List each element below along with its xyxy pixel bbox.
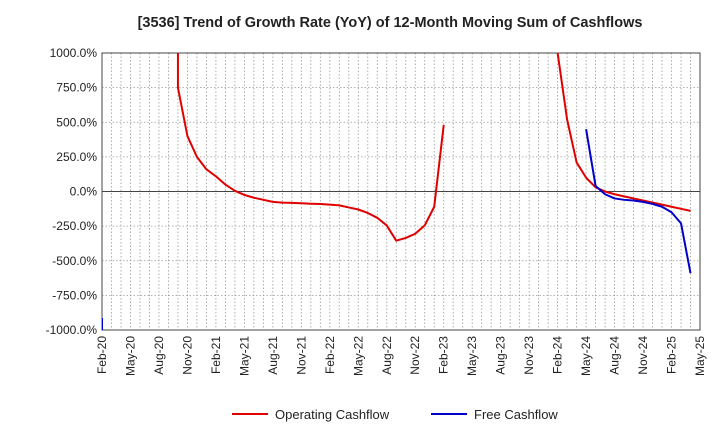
x-tick-label: Feb-22 xyxy=(323,336,337,374)
chart-title: [3536] Trend of Growth Rate (YoY) of 12-… xyxy=(138,15,643,31)
x-tick-label: May-25 xyxy=(693,336,707,376)
x-tick-label: Nov-20 xyxy=(180,336,194,375)
x-tick-label: Feb-24 xyxy=(551,336,565,374)
y-tick-label: 1000.0% xyxy=(50,46,98,60)
series-lines xyxy=(102,53,692,330)
x-tick-label: Nov-24 xyxy=(636,336,650,375)
x-tick-label: May-23 xyxy=(465,336,479,376)
plot-frame xyxy=(101,52,701,331)
x-tick-label: Nov-22 xyxy=(408,336,422,375)
free-cashflow-line-segment-2 xyxy=(585,129,692,274)
y-tick-label: 750.0% xyxy=(56,81,97,95)
x-tick-label: Nov-23 xyxy=(522,336,536,375)
y-tick-label: 500.0% xyxy=(56,115,97,129)
x-tick-label: May-20 xyxy=(123,336,137,376)
y-tick-label: -1000.0% xyxy=(46,323,98,337)
legend: Operating Cashflow Free Cashflow xyxy=(232,407,558,422)
y-tick-label: -500.0% xyxy=(52,254,97,268)
x-tick-label: Feb-23 xyxy=(437,336,451,374)
x-tick-label: Nov-21 xyxy=(294,336,308,375)
x-tick-label: Aug-24 xyxy=(608,336,622,375)
x-tick-label: Aug-22 xyxy=(380,336,394,375)
axes: 1000.0% 750.0% 500.0% 250.0% 0.0% -250.0% -500… xyxy=(46,46,707,376)
y-tick-label: -750.0% xyxy=(52,288,97,302)
x-tick-label: May-24 xyxy=(579,336,593,376)
y-tick-label: 0.0% xyxy=(70,185,98,199)
x-tick-label: May-21 xyxy=(237,336,251,376)
grid xyxy=(101,52,701,331)
x-tick-label: Feb-20 xyxy=(95,336,109,374)
y-tick-label: -250.0% xyxy=(52,219,97,233)
operating-cashflow-line-segment-1 xyxy=(176,53,445,242)
y-tick-label: 250.0% xyxy=(56,150,97,164)
x-tick-label: Aug-23 xyxy=(494,336,508,375)
x-tick-label: May-22 xyxy=(351,336,365,376)
operating-cashflow-line-segment-2 xyxy=(556,53,691,212)
x-tick-label: Feb-21 xyxy=(209,336,223,374)
legend-label-operating-cashflow: Operating Cashflow xyxy=(275,407,390,422)
legend-label-free-cashflow: Free Cashflow xyxy=(474,407,558,422)
x-tick-label: Aug-20 xyxy=(152,336,166,375)
x-tick-label: Feb-25 xyxy=(665,336,679,374)
x-tick-label: Aug-21 xyxy=(266,336,280,375)
